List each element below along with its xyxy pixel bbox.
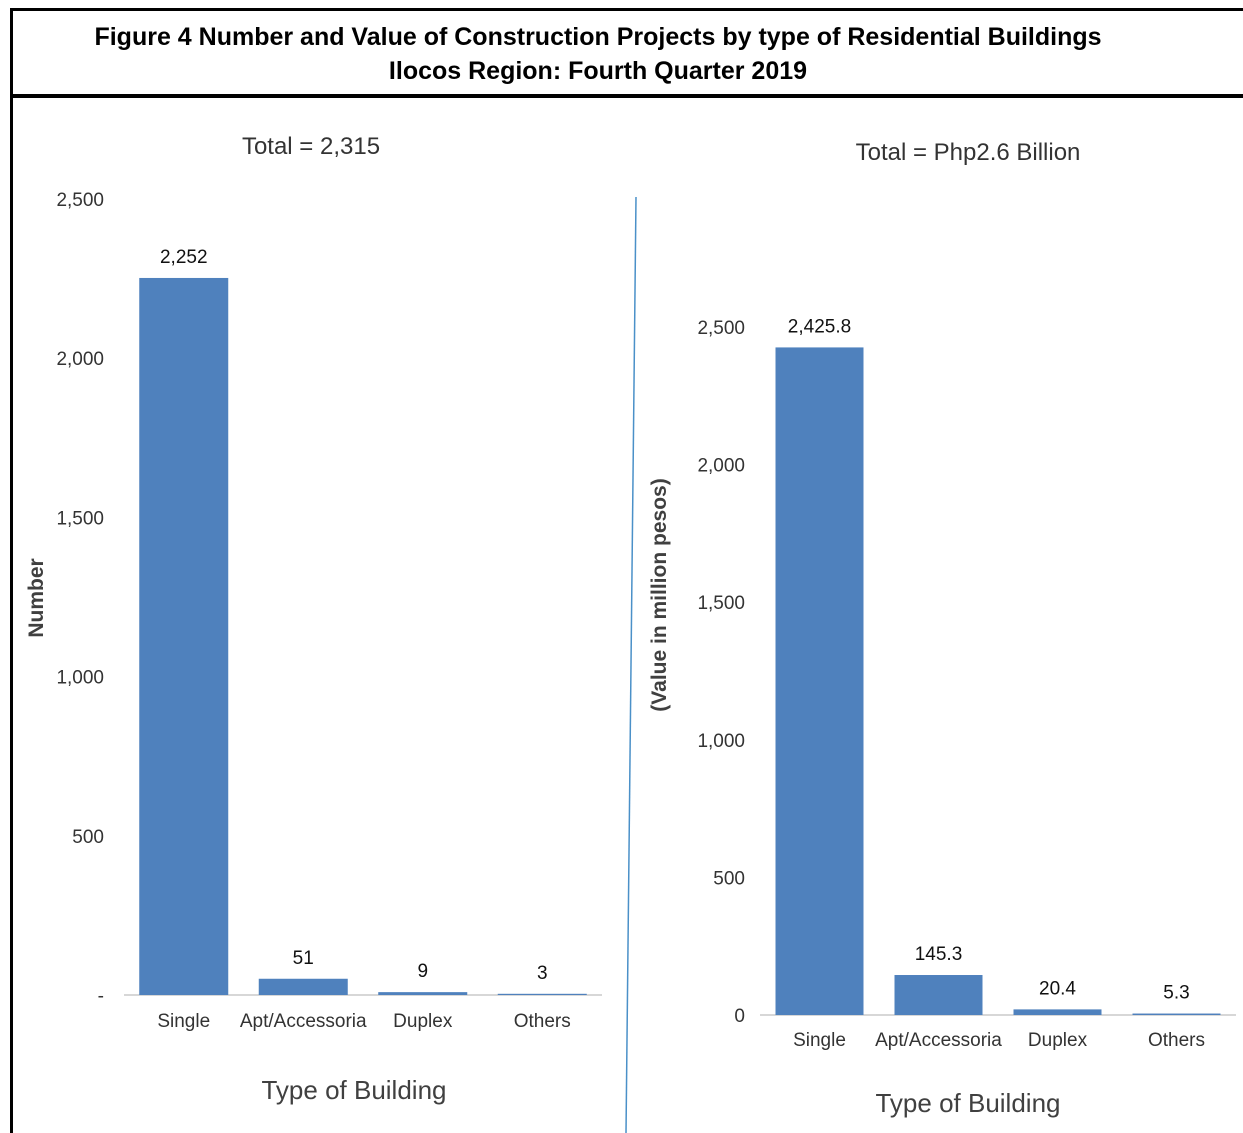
figure-subtitle: Ilocos Region: Fourth Quarter 2019 [388,57,808,85]
chart-value-x-axis-title: Type of Building [875,1088,1060,1118]
y-tick-label: 500 [72,827,104,848]
y-tick-label: 1,000 [697,731,745,752]
panel-divider [625,196,637,1133]
bar-duplex [378,992,468,995]
chart-value-y-axis-title: (Value in million pesos) [648,478,671,711]
chart-value-title: Total = Php2.6 Billion [856,139,1081,166]
x-tick-label: Apt/Accessoria [875,1030,1002,1051]
y-tick-label: 1,000 [56,668,104,689]
data-label: 51 [293,948,314,969]
bar-others [1132,1013,1221,1015]
y-tick-label: 0 [734,1006,745,1027]
chart-number: Total = 2,315 Number Type of Building - 5… [25,133,602,1105]
chart-number-title: Total = 2,315 [242,133,380,160]
bar-single [775,347,864,1016]
bar-others [497,993,587,995]
figure-title: Figure 4 Number and Value of Constructio… [94,23,1102,51]
x-tick-label: Single [157,1011,210,1032]
y-tick-label: 2,500 [697,318,745,339]
chart-number-y-axis-title: Number [25,558,48,637]
chart-number-x-axis-title: Type of Building [261,1075,446,1105]
y-tick-label: 2,000 [56,349,104,370]
frame-left-border [10,98,13,1133]
x-tick-label: Apt/Accessoria [240,1011,367,1032]
data-label: 20.4 [1039,978,1076,999]
x-tick-label: Others [1148,1030,1205,1051]
y-tick-label: 2,000 [697,456,745,477]
x-tick-label: Others [514,1011,571,1032]
bar-apt-accessoria [258,978,348,995]
data-label: 5.3 [1163,983,1189,1004]
data-label: 3 [537,963,548,984]
data-label: 2,252 [160,247,208,268]
x-tick-label: Duplex [1028,1030,1088,1051]
data-label: 2,425.8 [788,316,851,337]
figure-title-box: Figure 4 Number and Value of Constructio… [10,8,1243,98]
x-tick-label: Duplex [393,1011,453,1032]
y-tick-label: 1,500 [56,508,104,529]
chart-value: Total = Php2.6 Billion (Value in million… [648,139,1236,1118]
data-label: 145.3 [915,944,963,965]
bar-apt-accessoria [894,975,983,1015]
data-label: 9 [417,961,428,982]
bar-duplex [1013,1009,1102,1015]
y-tick-label: 2,500 [56,190,104,211]
x-tick-label: Single [793,1030,846,1051]
bar-single [139,277,229,995]
y-tick-label: 1,500 [697,593,745,614]
y-tick-label: 500 [713,868,745,889]
y-tick-label: - [98,986,104,1007]
